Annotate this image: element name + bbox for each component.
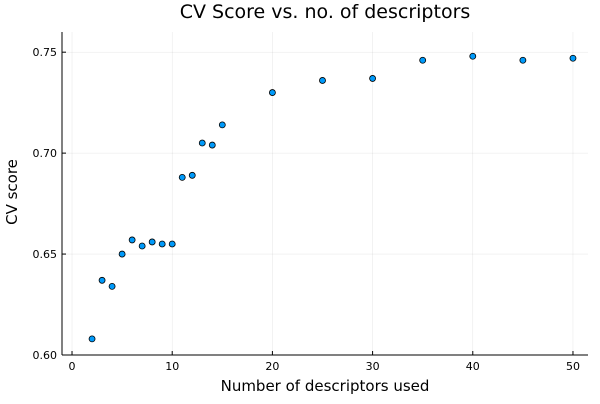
x-tick-label-1: 10 xyxy=(165,360,179,373)
x-tick-label-3: 30 xyxy=(366,360,380,373)
data-point xyxy=(108,282,116,290)
data-point xyxy=(128,236,136,244)
x-tick-label-2: 20 xyxy=(265,360,279,373)
data-points xyxy=(88,52,577,343)
x-tick-label-5: 50 xyxy=(566,360,580,373)
chart-title: CV Score vs. no. of descriptors xyxy=(180,1,471,23)
data-point xyxy=(98,276,106,284)
data-point xyxy=(138,242,146,250)
axes xyxy=(61,32,588,356)
data-point xyxy=(198,139,206,147)
data-point xyxy=(88,335,96,343)
data-point xyxy=(168,240,176,248)
x-tick-label-4: 40 xyxy=(466,360,480,373)
data-point xyxy=(178,173,186,181)
y-tick-label-1: 0.65 xyxy=(33,248,58,261)
data-point xyxy=(118,250,126,258)
data-point xyxy=(158,240,166,248)
data-point xyxy=(208,141,216,149)
y-tick-label-3: 0.75 xyxy=(33,46,58,59)
data-point xyxy=(519,56,527,64)
tick-labels: 0 10 20 30 40 50 0.60 0.65 0.70 0.75 xyxy=(33,46,580,373)
y-axis-label: CV score xyxy=(3,159,21,225)
data-point xyxy=(369,75,376,82)
data-point xyxy=(268,89,276,96)
data-point xyxy=(569,54,577,62)
x-axis-label: Number of descriptors used xyxy=(221,377,430,395)
x-tick-label-0: 0 xyxy=(69,360,76,373)
data-point xyxy=(218,121,226,129)
data-point xyxy=(148,238,156,246)
data-point xyxy=(188,171,196,179)
y-tick-label-0: 0.60 xyxy=(33,349,58,362)
data-point xyxy=(419,56,427,64)
y-tick-label-2: 0.70 xyxy=(33,147,58,160)
data-point xyxy=(469,52,477,60)
data-point xyxy=(319,77,326,84)
